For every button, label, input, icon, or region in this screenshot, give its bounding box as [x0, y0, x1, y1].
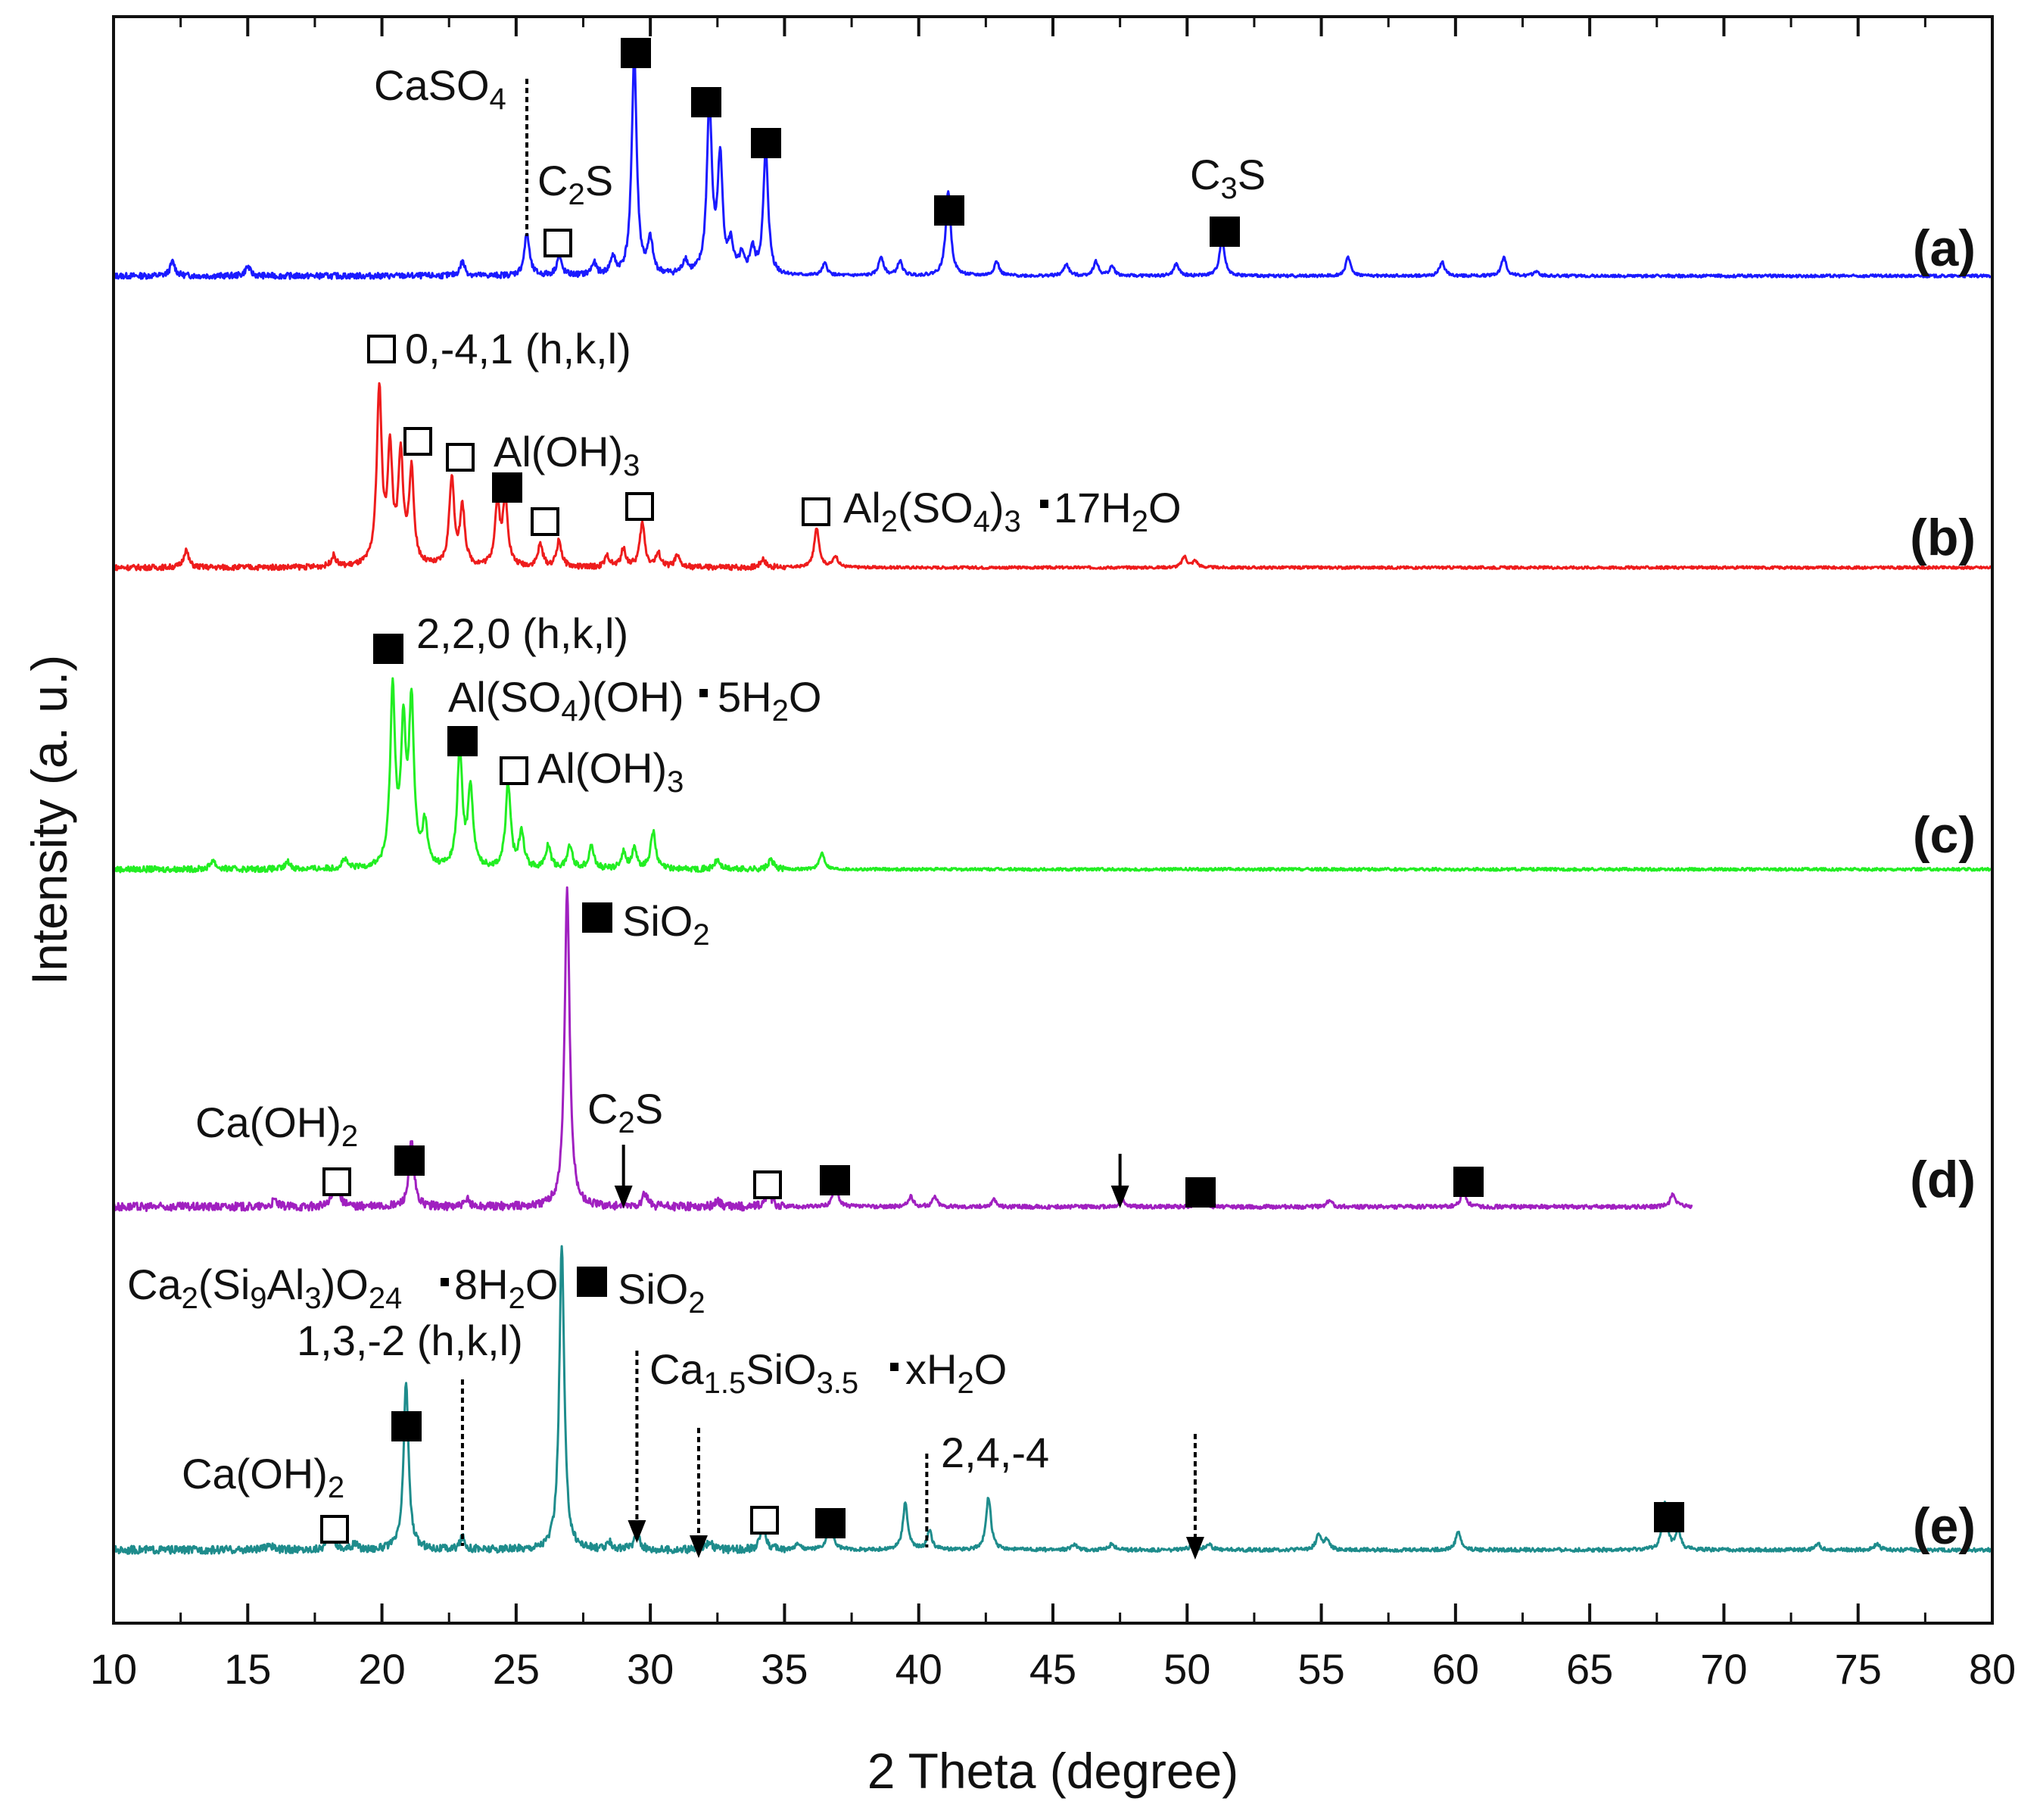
annotation-hkl-24m4: 2,4,-4 — [941, 1429, 1049, 1476]
phase-markers — [320, 38, 1684, 1544]
annotation-aloh3: Al(OH)3 — [537, 744, 684, 799]
phase-marker-filled — [820, 1165, 850, 1195]
x-tick-label: 55 — [1297, 1645, 1344, 1693]
annotation-xh2o: xH2O — [905, 1345, 1007, 1400]
phase-marker-filled — [1654, 1502, 1684, 1532]
x-tick-label: 50 — [1163, 1645, 1210, 1693]
peak-arrow-head — [614, 1186, 633, 1208]
x-tick-label: 45 — [1029, 1645, 1076, 1693]
annotation-5h2o: 5H2O — [718, 673, 821, 728]
phase-marker-open — [367, 335, 396, 363]
phase-marker-open — [750, 1506, 779, 1535]
phase-marker-open — [625, 492, 654, 521]
annotation-c2s: C2S — [537, 157, 613, 211]
phase-marker-filled — [373, 634, 403, 664]
panel-label: (e) — [1913, 1497, 1976, 1555]
peak-arrow-head — [1185, 1537, 1204, 1560]
annotation-labels: (a) (b) (c) (d) (e) CaSO4 C2S C3S 0,-4,1 (h,k,l)… — [127, 61, 1976, 1560]
annotation-sio2: SiO2 — [618, 1265, 705, 1320]
phase-marker-filled — [934, 195, 964, 226]
phase-marker-filled — [582, 902, 612, 933]
annotation-caso4: CaSO4 — [374, 61, 506, 116]
pattern-curves — [112, 54, 1994, 1555]
x-tick-label: 25 — [493, 1645, 540, 1693]
dot-separator — [890, 1363, 899, 1371]
phase-marker-filled — [621, 38, 651, 68]
x-tick-label: 35 — [761, 1645, 808, 1693]
series-line — [112, 886, 1693, 1212]
x-tick-label: 65 — [1566, 1645, 1613, 1693]
annotation-al2so43: Al2(SO4)3 — [843, 484, 1021, 538]
x-tick-label: 10 — [90, 1645, 137, 1693]
annotation-sio2: SiO2 — [622, 897, 710, 952]
x-tick-label: 20 — [358, 1645, 405, 1693]
peak-arrow-head — [628, 1520, 646, 1543]
annotation-caoh2: Ca(OH)2 — [182, 1450, 344, 1504]
annotation-hkl-041: 0,-4,1 (h,k,l) — [405, 325, 631, 372]
panel-label: (d) — [1910, 1151, 1976, 1208]
series-line — [112, 54, 1993, 280]
peak-arrow-head — [689, 1535, 708, 1558]
phase-marker-open — [531, 507, 559, 536]
x-tick-label: 75 — [1835, 1645, 1882, 1693]
x-tick-label: 40 — [895, 1645, 942, 1693]
series-line — [113, 382, 1994, 572]
dot-separator — [1040, 500, 1048, 508]
phase-marker-open — [802, 497, 830, 526]
x-tick-label: 60 — [1432, 1645, 1479, 1693]
phase-marker-open — [753, 1170, 782, 1199]
x-tick-label: 15 — [224, 1645, 271, 1693]
x-tick-labels: 10 15 20 25 30 35 40 45 50 55 60 65 70 75 80 — [90, 1645, 2016, 1693]
dot-separator — [441, 1278, 449, 1286]
phase-marker-filled — [1185, 1177, 1216, 1208]
phase-marker-filled — [394, 1145, 425, 1176]
x-tick-label: 80 — [1969, 1645, 2016, 1693]
annotation-hkl-220: 2,2,0 (h,k,l) — [416, 609, 628, 657]
phase-marker-open — [500, 756, 528, 785]
phase-marker-open — [446, 443, 475, 472]
phase-marker-open — [403, 427, 432, 456]
phase-marker-filled — [815, 1508, 846, 1538]
panel-label: (a) — [1913, 220, 1976, 277]
tick-marks — [112, 17, 1994, 1623]
x-tick-label: 30 — [627, 1645, 674, 1693]
phase-marker-filled — [492, 472, 522, 503]
annotation-hkl-13m2: 1,3,-2 (h,k,l) — [297, 1317, 523, 1364]
phase-marker-open — [322, 1167, 351, 1196]
phase-marker-filled — [391, 1411, 422, 1441]
annotation-caoh2: Ca(OH)2 — [195, 1099, 358, 1153]
phase-marker-open — [543, 229, 572, 257]
annotation-also4oh: Al(SO4)(OH) — [448, 673, 684, 728]
x-axis-title: 2 Theta (degree) — [867, 1743, 1238, 1799]
phase-marker-filled — [751, 128, 781, 158]
dot-separator — [699, 689, 708, 697]
phase-marker-filled — [691, 87, 721, 117]
series-line — [112, 677, 1993, 874]
y-axis-title: Intensity (a. u.) — [21, 655, 77, 986]
annotation-17h2o: 17H2O — [1054, 484, 1182, 538]
phase-marker-filled — [1210, 217, 1240, 247]
annotation-c2s: C2S — [587, 1085, 663, 1139]
annotation-ca15sio35: Ca1.5SiO3.5 — [649, 1345, 858, 1400]
phase-marker-filled — [577, 1267, 607, 1297]
phase-marker-filled — [1453, 1167, 1484, 1197]
annotation-8h2o: 8H2O — [454, 1261, 558, 1315]
plot-frame — [112, 15, 1994, 1625]
annotation-ca2si9al3o24: Ca2(Si9Al3)O24 — [127, 1261, 402, 1315]
panel-label: (c) — [1913, 806, 1976, 864]
annotation-aloh3: Al(OH)3 — [494, 428, 640, 482]
x-tick-label: 70 — [1700, 1645, 1747, 1693]
peak-arrow-head — [1110, 1186, 1129, 1208]
phase-marker-filled — [447, 726, 478, 756]
phase-marker-open — [320, 1515, 349, 1544]
annotation-c3s: C3S — [1190, 151, 1266, 205]
panel-label: (b) — [1910, 509, 1976, 566]
